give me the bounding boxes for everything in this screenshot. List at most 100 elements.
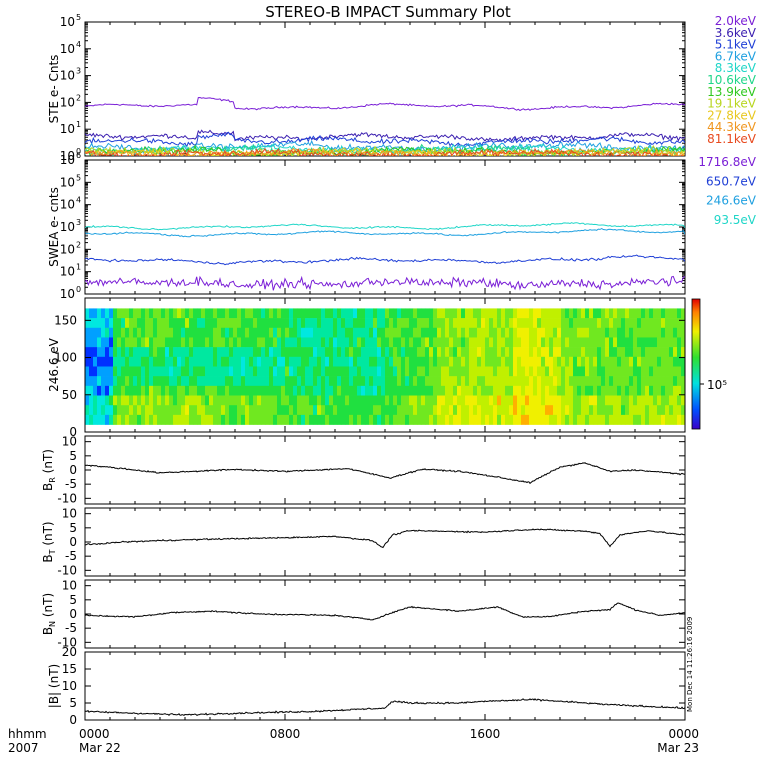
heatmap-cell xyxy=(117,385,122,396)
heatmap-cell xyxy=(441,337,446,348)
heatmap-cell xyxy=(425,395,430,406)
heatmap-cell xyxy=(593,405,598,416)
heatmap-cell xyxy=(365,376,370,387)
heatmap-cell xyxy=(157,347,162,358)
heatmap-cell xyxy=(533,385,538,396)
heatmap-cell xyxy=(409,308,414,319)
heatmap-cell xyxy=(509,337,514,348)
heatmap-cell xyxy=(497,385,502,396)
heatmap-cell xyxy=(469,356,474,367)
heatmap-cell xyxy=(269,356,274,367)
heatmap-cell xyxy=(629,318,634,329)
heatmap-cell xyxy=(489,366,494,377)
heatmap-cell xyxy=(653,308,658,319)
heatmap-cell xyxy=(305,366,310,377)
heatmap-cell xyxy=(109,366,114,377)
heatmap-cell xyxy=(481,356,486,367)
heatmap-cell xyxy=(493,414,498,425)
heatmap-cell xyxy=(297,318,302,329)
heatmap-cell xyxy=(617,318,622,329)
heatmap-cell xyxy=(285,347,290,358)
heatmap-cell xyxy=(581,366,586,377)
heatmap-cell xyxy=(301,347,306,358)
heatmap-cell xyxy=(225,308,230,319)
heatmap-cell xyxy=(561,327,566,338)
heatmap-cell xyxy=(197,376,202,387)
heatmap-cell xyxy=(201,376,206,387)
heatmap-cell xyxy=(237,376,242,387)
heatmap-cell xyxy=(297,308,302,319)
heatmap-cell xyxy=(673,405,678,416)
heatmap-cell xyxy=(209,376,214,387)
time-date-label: Mar 23 xyxy=(657,741,699,755)
heatmap-cell xyxy=(593,318,598,329)
heatmap-cell xyxy=(621,327,626,338)
heatmap-cell xyxy=(501,327,506,338)
heatmap-cell xyxy=(181,414,186,425)
heatmap-cell xyxy=(233,356,238,367)
heatmap-cell xyxy=(177,356,182,367)
heatmap-cell xyxy=(513,327,518,338)
heatmap-cell xyxy=(381,395,386,406)
heatmap-cell xyxy=(573,327,578,338)
heatmap-cell xyxy=(189,347,194,358)
heatmap-cell xyxy=(573,405,578,416)
heatmap-cell xyxy=(165,385,170,396)
heatmap-cell xyxy=(613,405,618,416)
heatmap-cell xyxy=(213,376,218,387)
heatmap-cell xyxy=(557,405,562,416)
heatmap-cell xyxy=(565,318,570,329)
heatmap-cell xyxy=(637,395,642,406)
heatmap-cell xyxy=(457,376,462,387)
heatmap-cell xyxy=(569,385,574,396)
heatmap-cell xyxy=(665,327,670,338)
heatmap-cell xyxy=(485,405,490,416)
heatmap-cell xyxy=(421,308,426,319)
heatmap-cell xyxy=(265,414,270,425)
heatmap-cell xyxy=(85,356,90,367)
heatmap-cell xyxy=(101,308,106,319)
heatmap-cell xyxy=(521,337,526,348)
heatmap-cell xyxy=(233,376,238,387)
heatmap-cell xyxy=(617,308,622,319)
heatmap-cell xyxy=(249,366,254,377)
heatmap-cell xyxy=(433,327,438,338)
heatmap-cell xyxy=(245,405,250,416)
heatmap-cell xyxy=(261,347,266,358)
heatmap-cell xyxy=(329,376,334,387)
heatmap-cell xyxy=(553,376,558,387)
heatmap-cell xyxy=(321,347,326,358)
heatmap-cell xyxy=(441,385,446,396)
heatmap-cell xyxy=(229,308,234,319)
heatmap-cell xyxy=(201,308,206,319)
heatmap-cell xyxy=(337,347,342,358)
heatmap-cell xyxy=(469,385,474,396)
heatmap-cell xyxy=(85,366,90,377)
heatmap-cell xyxy=(333,405,338,416)
heatmap-cell xyxy=(97,395,102,406)
heatmap-cell xyxy=(285,385,290,396)
heatmap-cell xyxy=(93,405,98,416)
heatmap-cell xyxy=(161,385,166,396)
bmag-ytick-label: 15 xyxy=(62,662,77,676)
heatmap-cell xyxy=(373,385,378,396)
heatmap-cell xyxy=(609,395,614,406)
heatmap-cell xyxy=(573,318,578,329)
bt-frame xyxy=(84,507,686,577)
heatmap-cell xyxy=(565,385,570,396)
heatmap-cell xyxy=(333,318,338,329)
heatmap-cell xyxy=(149,405,154,416)
heatmap-cell xyxy=(453,405,458,416)
heatmap-cell xyxy=(653,376,658,387)
swea-ytick-label: 10 xyxy=(60,265,75,279)
heatmap-cell xyxy=(293,414,298,425)
heatmap-cell xyxy=(517,327,522,338)
heatmap-cell xyxy=(325,395,330,406)
heatmap-cell xyxy=(137,356,142,367)
heatmap-cell xyxy=(301,366,306,377)
heatmap-cell xyxy=(329,414,334,425)
heatmap-cell xyxy=(205,308,210,319)
heatmap-cell xyxy=(633,327,638,338)
heatmap-cell xyxy=(517,405,522,416)
